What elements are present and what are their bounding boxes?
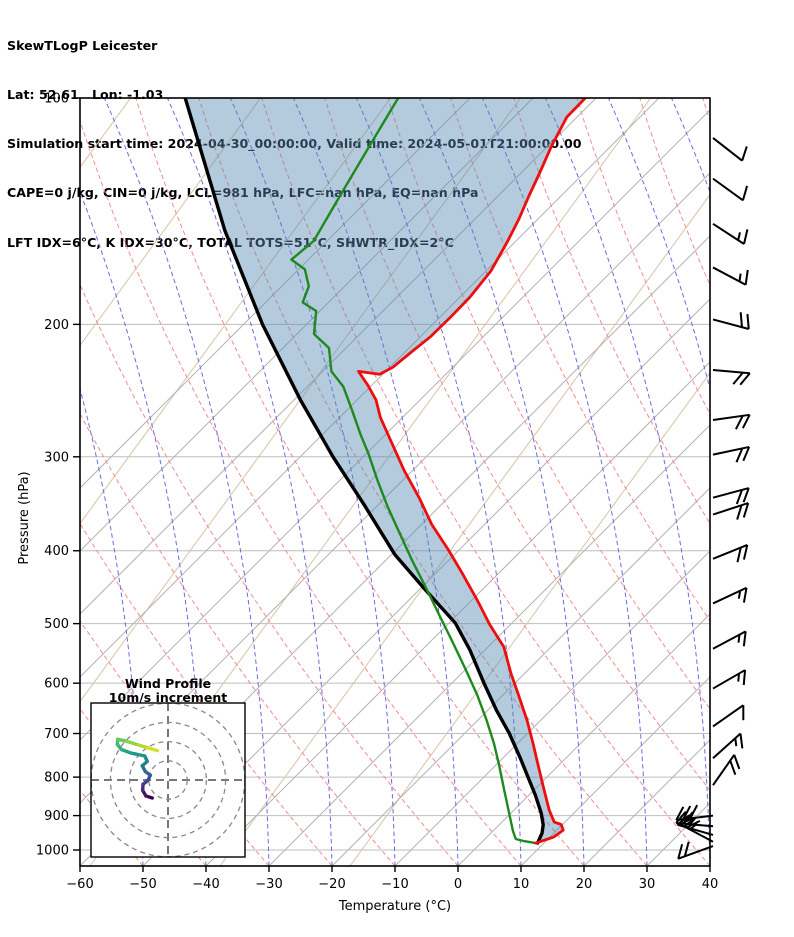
x-axis-label: Temperature (°C) [338, 899, 451, 914]
svg-text:−10: −10 [381, 877, 408, 892]
svg-text:20: 20 [576, 877, 593, 892]
svg-text:10: 10 [513, 877, 530, 892]
svg-text:100: 100 [44, 92, 69, 107]
wind-barb [677, 841, 714, 860]
plot-area [80, 98, 710, 866]
wind-barb [679, 816, 714, 843]
hodograph-title: Wind Profile [125, 676, 211, 691]
wind-barb [712, 413, 751, 430]
wind-barb [712, 445, 751, 463]
svg-text:800: 800 [44, 771, 69, 786]
svg-text:30: 30 [639, 877, 656, 892]
wind-barb [712, 544, 749, 563]
temperature-curve [357, 98, 587, 845]
dewpoint-curve [290, 98, 537, 845]
wind-barb [712, 177, 749, 202]
svg-text:700: 700 [44, 727, 69, 742]
svg-text:−30: −30 [255, 877, 282, 892]
wind-barb [712, 312, 750, 330]
svg-text:0: 0 [454, 877, 462, 892]
wind-barb [712, 754, 741, 786]
hodograph-trace [115, 737, 160, 800]
indices-line: LFT IDX=6°C, K IDX=30°C, TOTAL TOTS=51°C… [7, 234, 454, 250]
wind-barb [712, 137, 748, 162]
y-axis-label: Pressure (hPa) [17, 471, 32, 564]
svg-text:500: 500 [44, 617, 69, 632]
svg-text:600: 600 [44, 677, 69, 692]
wind-barb [712, 669, 747, 690]
cape-cin-line: CAPE=0 j/kg, CIN=0 j/kg, LCL=981 hPa, LF… [7, 185, 478, 201]
svg-text:1000: 1000 [36, 844, 69, 859]
sim-time-line: Simulation start time: 2024-04-30_00:00:… [7, 136, 581, 152]
wind-barb [712, 502, 750, 520]
wind-barbs [675, 137, 751, 860]
svg-text:−50: −50 [129, 877, 156, 892]
figure-title: SkewTLogP Leicester [7, 37, 158, 53]
figure-header: SkewTLogP Leicester Lat: 52.61 Lon: -1.0… [7, 5, 581, 284]
hodograph-ring [109, 721, 227, 839]
hodograph-ring [148, 760, 188, 800]
dry-adiabat-lines [80, 98, 710, 866]
moist-adiabat-lines [80, 98, 710, 866]
cin-shading [185, 98, 586, 844]
axes: −60 −50 −40 −30 −20 −10 0 10 20 30 40 100 200 300 400 5… [17, 92, 718, 915]
svg-text:−40: −40 [192, 877, 219, 892]
hodograph-ring [128, 740, 208, 820]
wind-barb [712, 487, 750, 505]
wind-barb [712, 222, 749, 245]
wind-barb [712, 732, 744, 759]
wind-barb [712, 266, 749, 286]
svg-text:900: 900 [44, 809, 69, 824]
isotherm-grid [80, 98, 710, 866]
wind-barb [712, 369, 751, 386]
parcel-curve [183, 98, 545, 845]
wind-barb [712, 586, 748, 605]
hodograph-subtitle: 10m/s increment [109, 690, 227, 705]
wind-barb [712, 704, 745, 728]
svg-text:−20: −20 [318, 877, 345, 892]
svg-text:300: 300 [44, 450, 69, 465]
svg-text:−60: −60 [66, 877, 93, 892]
svg-text:40: 40 [702, 877, 719, 892]
wind-barb [712, 630, 747, 650]
svg-text:400: 400 [44, 544, 69, 559]
svg-text:200: 200 [44, 318, 69, 333]
